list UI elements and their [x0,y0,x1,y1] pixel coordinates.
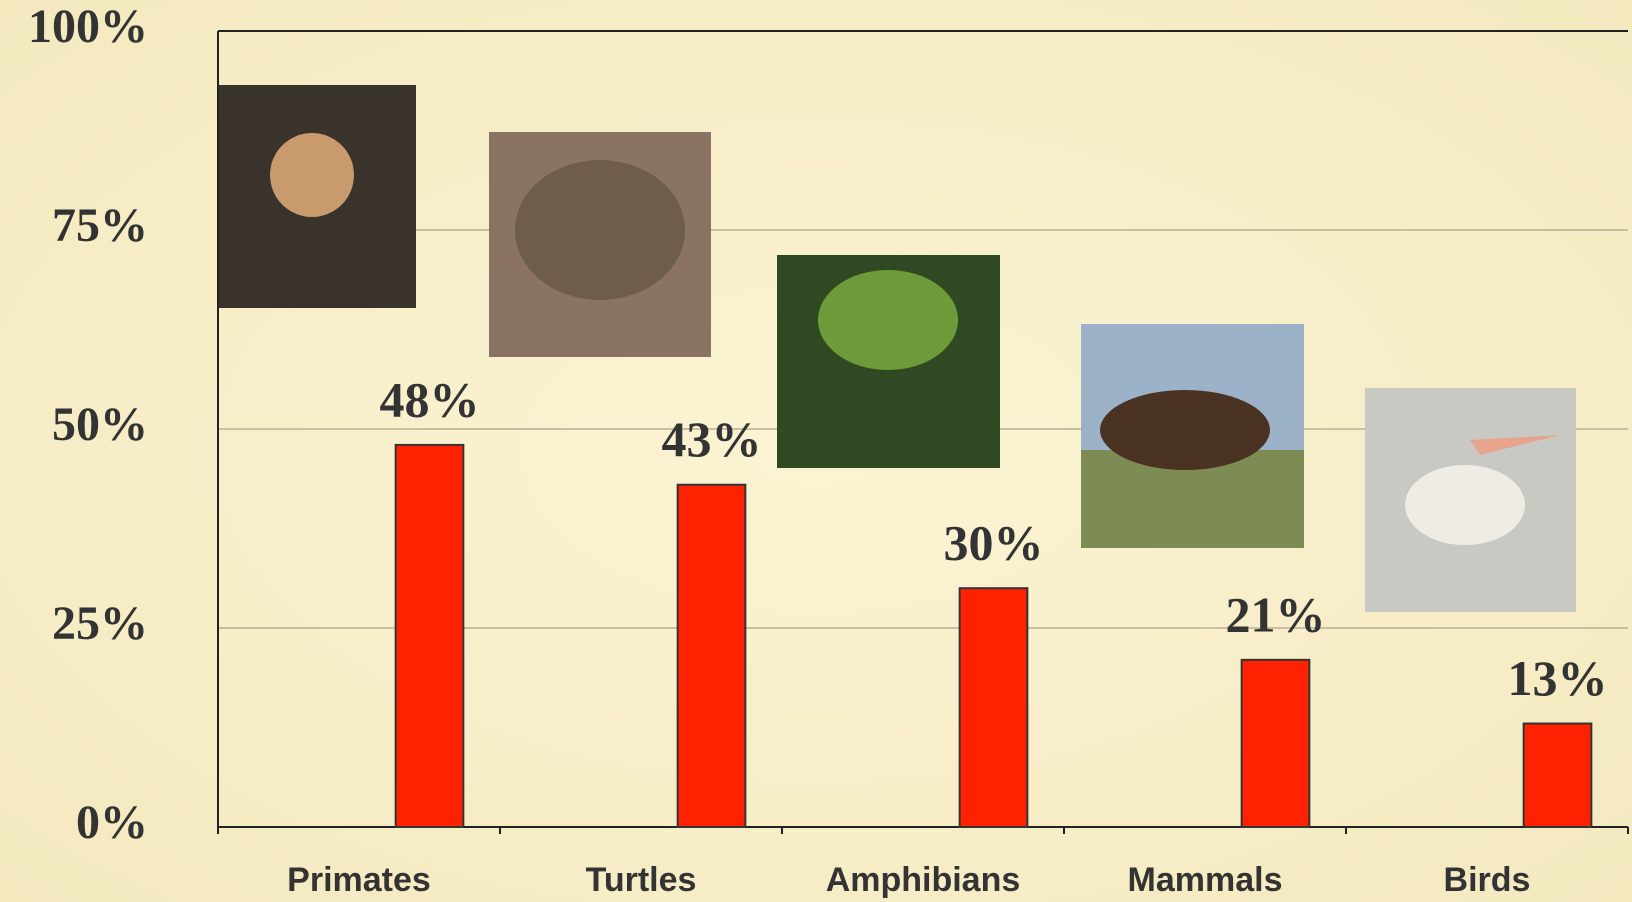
bar [1522,722,1593,829]
bar [394,443,465,828]
bison-body [1100,390,1270,470]
y-tick-label: 75% [52,199,148,252]
y-tick-label: 50% [52,398,148,451]
value-label: 30% [944,515,1044,571]
x-tick-label: Mammals [1128,861,1283,899]
value-label: 13% [1508,650,1608,706]
bar [676,483,747,828]
x-tick-label: Birds [1444,861,1531,899]
pelican-bill [1470,435,1560,455]
x-tick-label: Primates [287,861,431,899]
x-tick-label: Turtles [586,861,697,899]
primate-face [270,133,354,217]
pelican-body [1405,465,1525,545]
turtle-shell [515,160,685,300]
x-tick-label: Amphibians [826,861,1021,899]
value-label: 48% [380,371,480,427]
value-label: 43% [662,411,762,467]
photos [218,85,1576,612]
y-tick-label: 0% [76,796,148,849]
y-tick-label: 100% [28,0,148,53]
frog-body [818,270,958,370]
bar [1240,658,1311,829]
y-tick-label: 25% [52,597,148,650]
bar [958,587,1029,829]
value-label: 21% [1226,586,1326,642]
